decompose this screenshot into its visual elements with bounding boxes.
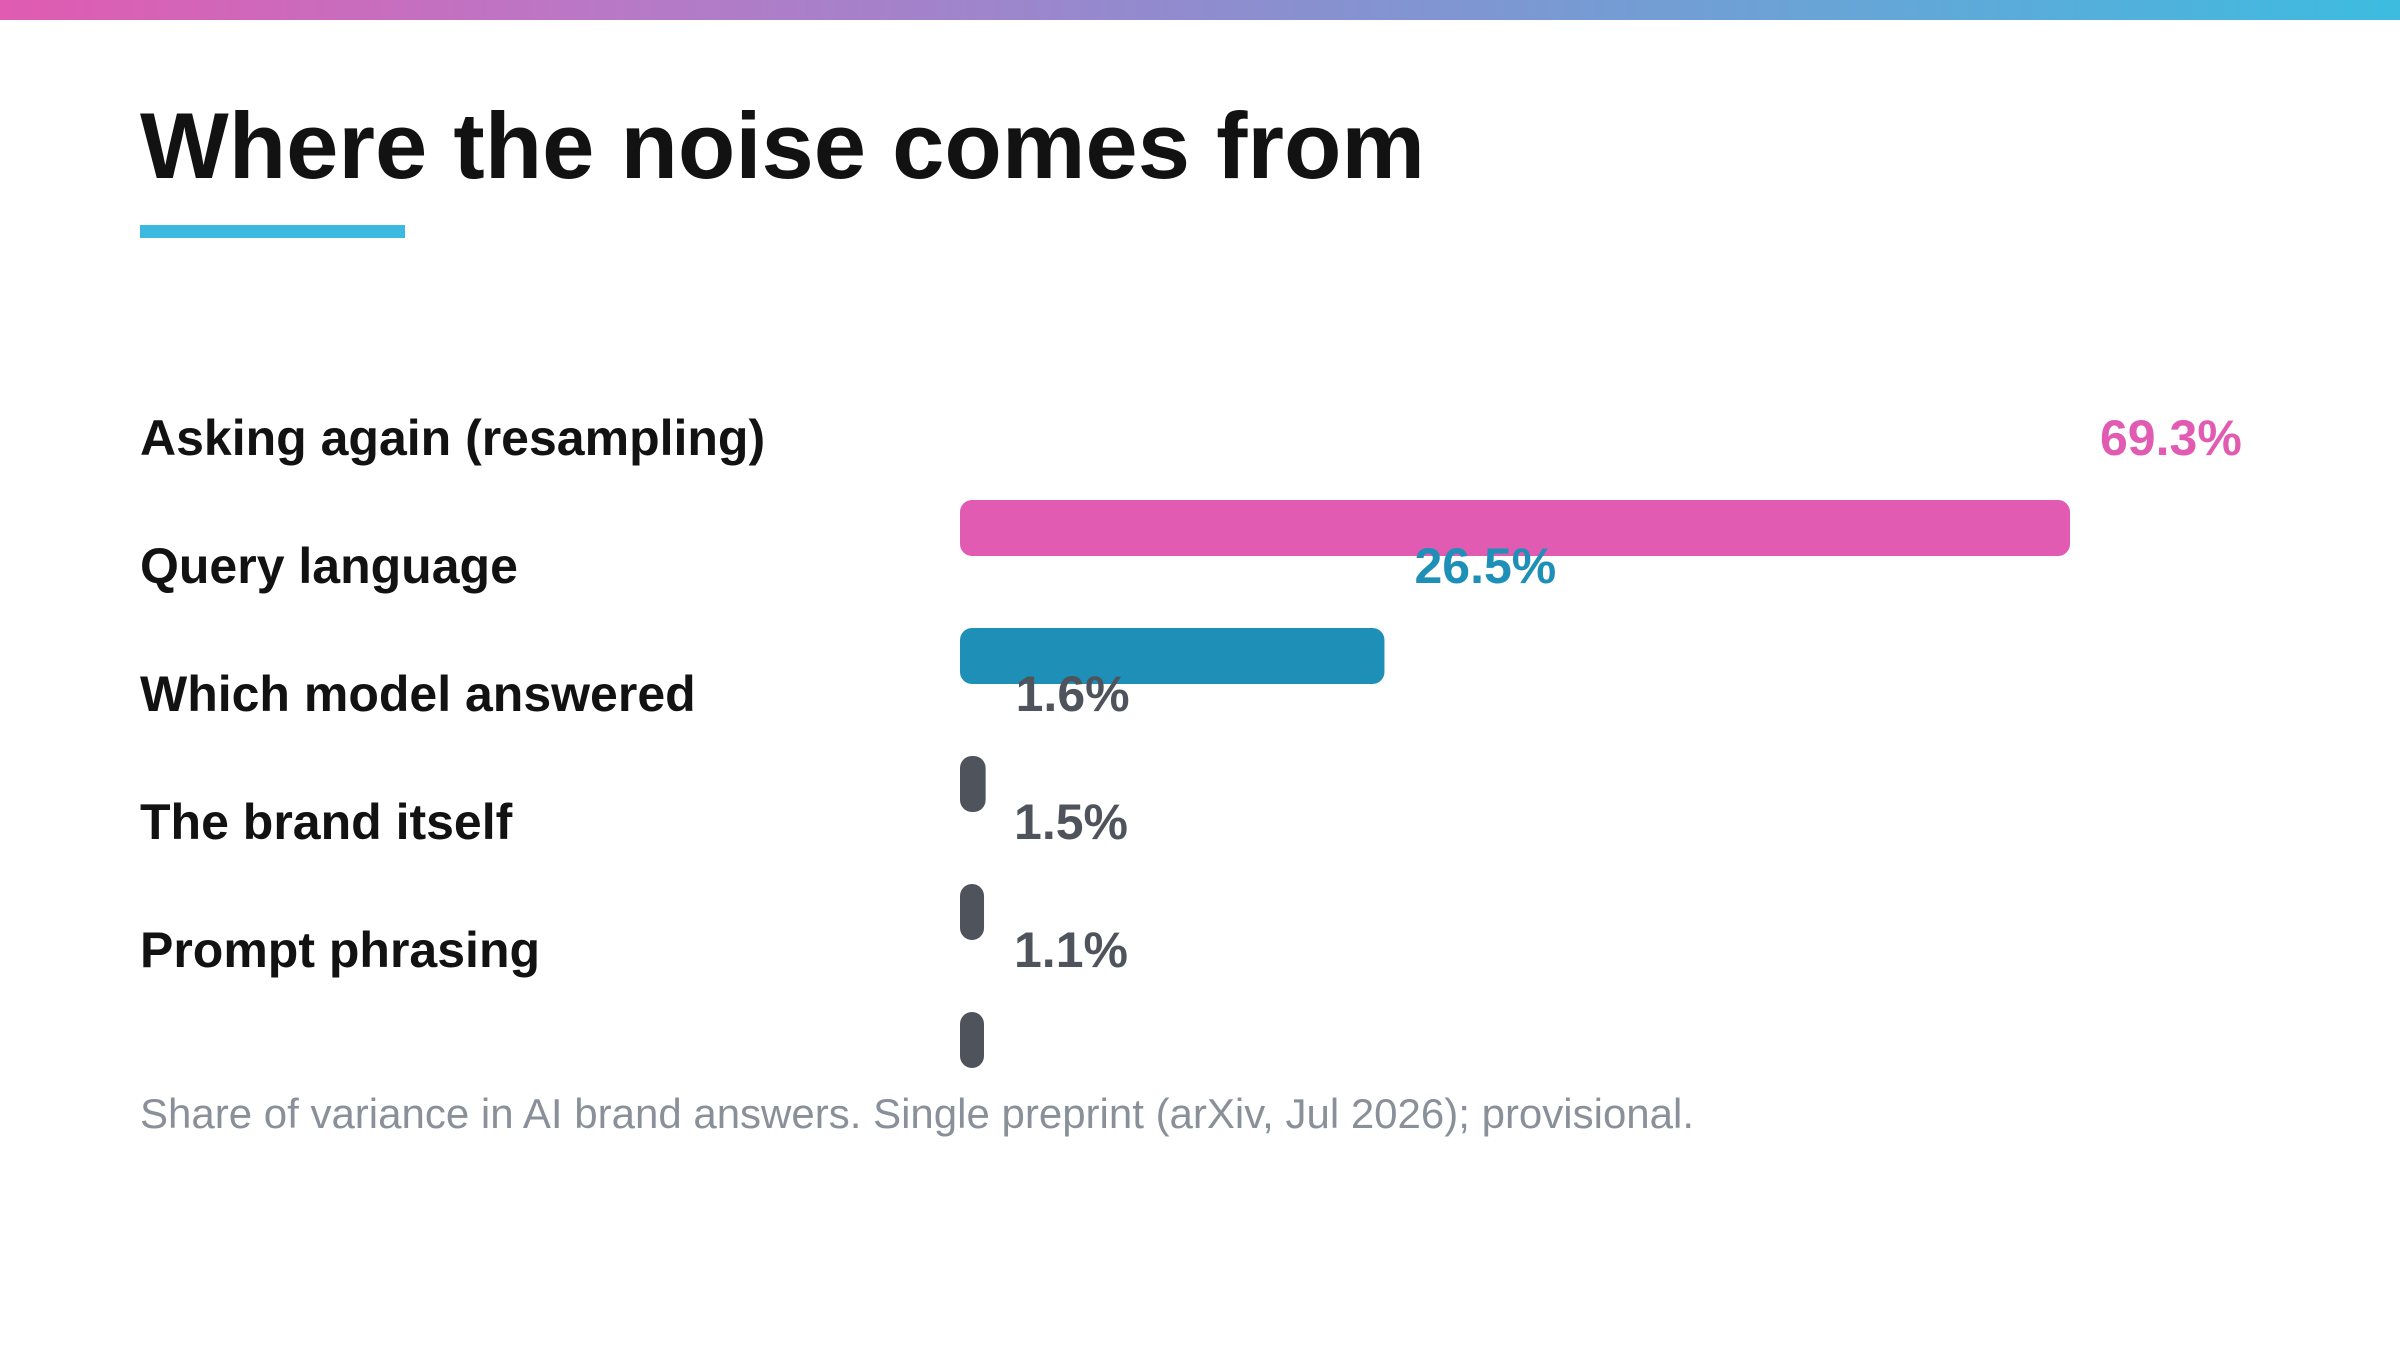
bar-asking-again-resampling	[960, 500, 2070, 556]
category-label-the-brand-itself: The brand itself	[140, 794, 513, 850]
value-label-which-model-answered: 1.6%	[1016, 666, 1130, 722]
title-underline	[140, 225, 405, 238]
category-label-prompt-phrasing: Prompt phrasing	[140, 922, 540, 978]
category-label-query-language: Query language	[140, 538, 518, 594]
bar-the-brand-itself	[960, 884, 985, 940]
value-label-the-brand-itself: 1.5%	[1014, 794, 1128, 850]
top-gradient-stripe	[0, 0, 2400, 20]
category-label-which-model-answered: Which model answered	[140, 666, 696, 722]
bar-prompt-phrasing	[960, 1012, 984, 1068]
value-label-asking-again-resampling: 69.3%	[2100, 410, 2242, 466]
page-title: Where the noise comes from	[140, 93, 1425, 198]
value-label-query-language: 26.5%	[1414, 538, 1556, 594]
bar-which-model-answered	[960, 756, 986, 812]
value-label-prompt-phrasing: 1.1%	[1014, 922, 1128, 978]
bar-query-language	[960, 628, 1385, 684]
category-label-asking-again-resampling: Asking again (resampling)	[140, 410, 765, 466]
source-footnote: Share of variance in AI brand answers. S…	[140, 1090, 1695, 1137]
